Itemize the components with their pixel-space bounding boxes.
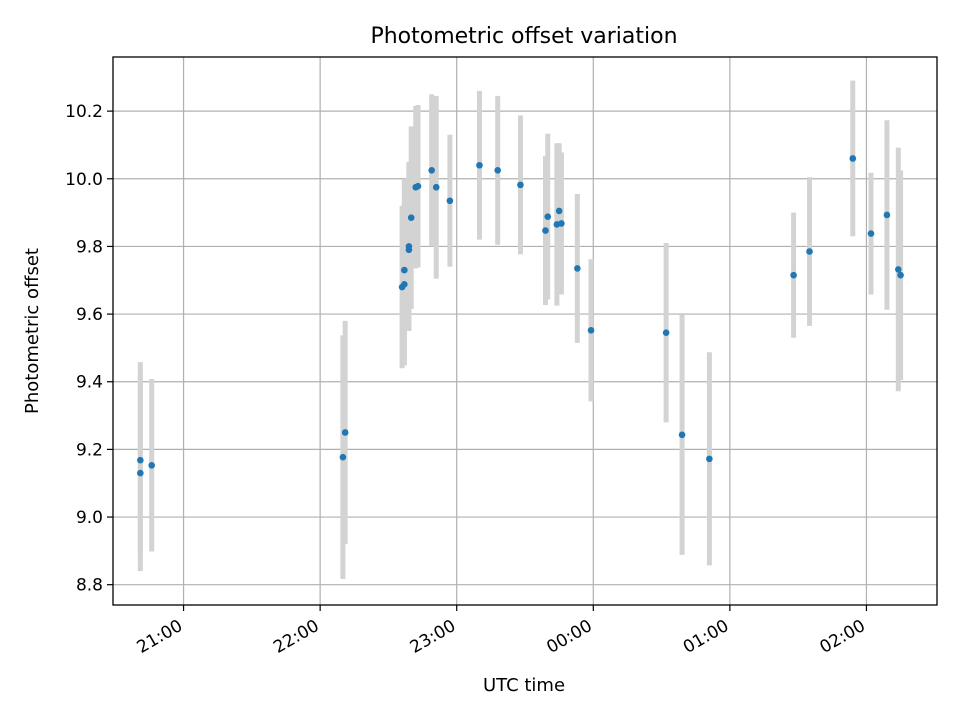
data-point [895, 266, 902, 273]
data-point [517, 181, 524, 189]
data-point [706, 455, 713, 463]
data-point [137, 469, 144, 477]
axis-ticks: 8.8 9.0 9.2 9.4 9.6 9.8 10.0 10.2 21:00 22:00 23:0… [65, 102, 869, 658]
y-tick-label: 9.0 [76, 508, 103, 528]
y-tick-label: 10.0 [65, 170, 103, 190]
data-point [883, 211, 891, 219]
y-tick-label: 10.2 [65, 102, 103, 122]
data-point [558, 220, 565, 227]
data-point [555, 207, 563, 215]
data-point [662, 329, 670, 336]
x-axis-label: UTC time [483, 675, 565, 696]
data-point [137, 456, 144, 464]
data-point [574, 265, 581, 272]
data-point [849, 155, 857, 162]
data-point [806, 248, 813, 255]
data-point [339, 453, 347, 461]
y-tick-label: 8.8 [76, 576, 103, 596]
data-point [341, 429, 349, 436]
plot-frame [112, 56, 938, 606]
x-tick-label: 23:00 [407, 616, 459, 658]
y-tick-label: 9.2 [76, 440, 103, 460]
y-tick-label: 9.6 [76, 305, 103, 325]
x-tick-label: 01:00 [680, 616, 732, 658]
data-point [401, 266, 408, 274]
data-point [494, 167, 501, 174]
x-tick-label: 22:00 [270, 616, 322, 658]
x-tick-label: 02:00 [817, 616, 869, 658]
chart-title: Photometric offset variation [370, 24, 677, 49]
data-point [432, 183, 440, 191]
grid [113, 57, 937, 605]
data-point [790, 271, 797, 279]
data-point [587, 327, 595, 334]
data-point [476, 161, 483, 169]
data-point [405, 243, 413, 250]
data-point [446, 197, 454, 205]
y-axis-label: Photometric offset [22, 248, 43, 414]
data-point [148, 461, 155, 469]
y-tick-label: 9.4 [76, 373, 103, 393]
data-point [401, 281, 408, 288]
error-bars [137, 80, 904, 579]
data-point [407, 214, 415, 221]
data-point [897, 271, 904, 279]
data-points [137, 155, 904, 477]
data-point [414, 182, 422, 190]
data-point [544, 213, 552, 220]
x-tick-label: 00:00 [543, 616, 595, 658]
x-tick-label: 21:00 [134, 616, 186, 658]
data-point [542, 227, 549, 234]
data-point [867, 230, 875, 237]
data-point [678, 431, 686, 439]
y-tick-label: 9.8 [76, 237, 103, 257]
data-point [428, 167, 435, 174]
